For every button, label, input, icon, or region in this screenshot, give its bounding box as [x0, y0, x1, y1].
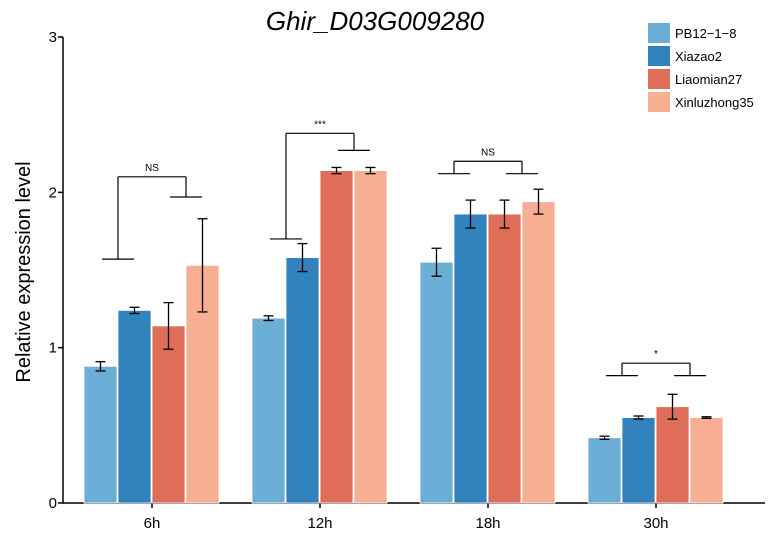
bar	[419, 261, 454, 504]
bar	[487, 213, 522, 504]
legend: PB12−1−8 Xiazao2 Liaomian27 Xinluzhong35	[648, 23, 754, 112]
bar	[83, 365, 118, 504]
legend-label: Xiazao2	[675, 49, 722, 64]
y-axis-label: Relative expression level	[13, 161, 35, 382]
legend-label: PB12−1−8	[675, 26, 736, 41]
significance-label: *	[654, 349, 658, 360]
bar	[453, 213, 488, 504]
bar	[689, 417, 724, 504]
x-tick-label: 6h	[144, 515, 161, 532]
legend-swatch	[648, 69, 670, 89]
bars	[83, 170, 724, 504]
chart-title: Ghir_D03G009280	[266, 6, 485, 36]
y-tick-label: 0	[49, 495, 57, 512]
bar	[285, 257, 320, 504]
bar	[251, 317, 286, 504]
bar	[353, 170, 388, 504]
bar	[319, 170, 354, 504]
x-tick-label: 12h	[307, 515, 332, 532]
x-tick-label: 18h	[475, 515, 500, 532]
y-axis: 0 1 2 3	[49, 29, 64, 512]
x-axis: 6h 12h 18h 30h	[63, 502, 765, 532]
legend-swatch	[648, 46, 670, 66]
y-tick-label: 2	[49, 184, 57, 201]
x-tick-label: 30h	[643, 515, 668, 532]
significance-brackets: NS *** NS *	[102, 119, 706, 377]
y-tick-label: 1	[49, 340, 57, 357]
bar	[655, 406, 690, 504]
bar	[621, 417, 656, 504]
significance-label: ***	[314, 119, 326, 130]
error-bars	[95, 166, 712, 440]
legend-label: Xinluzhong35	[675, 95, 754, 110]
bar	[521, 201, 556, 504]
legend-swatch	[648, 23, 670, 43]
significance-label: NS	[145, 163, 159, 174]
significance-label: NS	[481, 147, 495, 158]
bar	[587, 437, 622, 504]
legend-label: Liaomian27	[675, 72, 742, 87]
legend-swatch	[648, 92, 670, 112]
bar	[151, 325, 186, 504]
y-tick-label: 3	[49, 29, 57, 46]
bar	[117, 309, 152, 504]
